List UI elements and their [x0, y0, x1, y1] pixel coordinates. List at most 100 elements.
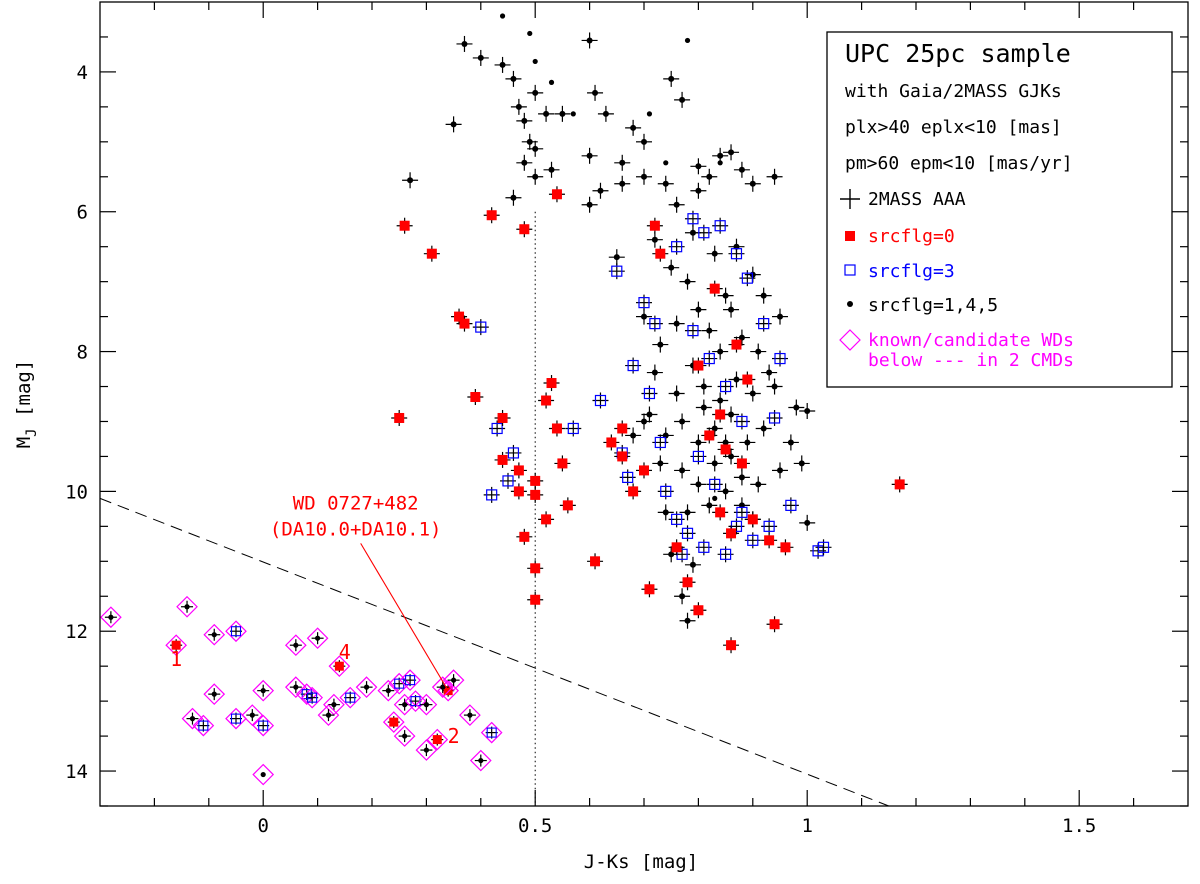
data-point	[306, 627, 329, 650]
data-point	[679, 574, 696, 591]
data-point	[717, 546, 734, 563]
data-point	[603, 434, 620, 451]
data-point	[679, 525, 696, 542]
data-point	[679, 273, 696, 290]
series-2mass-aaa	[402, 32, 816, 629]
data-point	[652, 434, 669, 451]
data-point	[472, 49, 489, 66]
data-point	[690, 301, 707, 318]
data-point	[723, 525, 740, 542]
data-point	[592, 392, 609, 409]
legend-marker-dot	[847, 301, 853, 307]
x-tick-label: 0.5	[518, 815, 552, 837]
legend-marker-cross	[840, 189, 860, 209]
data-point	[695, 378, 712, 395]
data-point	[619, 469, 636, 486]
data-point	[761, 532, 778, 549]
data-point	[355, 676, 378, 698]
y-tick-label: 6	[77, 202, 88, 224]
data-point	[772, 350, 788, 367]
data-point	[684, 322, 701, 339]
data-point	[393, 725, 416, 747]
data-point	[690, 357, 707, 374]
data-point	[480, 721, 503, 744]
data-point	[733, 469, 750, 486]
data-point	[766, 168, 783, 185]
data-point	[728, 371, 745, 388]
data-point	[459, 704, 481, 726]
data-point	[663, 160, 669, 166]
data-point	[608, 249, 625, 266]
series-srcflg-0	[391, 186, 908, 654]
data-point	[636, 308, 652, 325]
data-point	[712, 504, 729, 521]
data-point	[684, 224, 701, 241]
data-point	[554, 455, 571, 472]
data-point	[494, 409, 511, 426]
legend-subtitle: pm>60 epm<10 [mas/yr]	[845, 153, 1073, 174]
data-point	[614, 420, 631, 437]
data-point	[625, 119, 642, 136]
data-point	[717, 287, 734, 304]
data-point	[766, 378, 783, 395]
data-point	[565, 420, 582, 437]
data-point	[252, 714, 275, 737]
data-point	[587, 553, 604, 570]
data-point	[203, 683, 226, 705]
data-point	[684, 37, 691, 44]
data-point	[750, 476, 767, 493]
annotation-label: 4	[339, 640, 351, 664]
data-point	[423, 245, 440, 262]
y-tick-label: 10	[65, 481, 88, 503]
legend-title: UPC 25pc sample	[845, 39, 1071, 68]
annotation-label: (DA10.0+DA10.1)	[270, 518, 442, 540]
data-point	[690, 602, 707, 619]
data-point	[587, 84, 604, 101]
data-point	[510, 98, 527, 115]
data-point	[717, 441, 734, 458]
data-point	[782, 497, 799, 514]
data-point	[467, 389, 484, 406]
y-tick-label: 12	[65, 621, 88, 643]
data-point	[625, 357, 642, 374]
data-point	[744, 385, 761, 402]
data-point	[891, 476, 908, 493]
data-point	[777, 539, 794, 556]
data-point	[695, 539, 712, 556]
data-point	[701, 497, 718, 514]
data-point	[674, 588, 691, 605]
data-point	[739, 270, 756, 287]
data-point	[739, 434, 756, 451]
data-point	[755, 315, 772, 332]
data-point	[581, 32, 598, 49]
legend-marker-open-square	[844, 264, 856, 276]
data-point	[181, 707, 204, 730]
data-point	[636, 168, 652, 185]
data-point	[100, 606, 122, 629]
data-point	[684, 210, 701, 227]
legend-box	[826, 31, 1173, 388]
legend-marker-filled-square	[845, 231, 855, 241]
data-point	[203, 623, 226, 646]
data-point	[554, 105, 571, 122]
data-point	[415, 693, 438, 716]
data-point	[543, 161, 560, 178]
data-point	[445, 116, 462, 133]
data-point	[646, 364, 663, 381]
data-point	[543, 375, 560, 392]
x-tick-label: 1	[801, 815, 812, 837]
data-point	[494, 56, 511, 73]
legend-marker-diamond	[839, 329, 861, 351]
data-point	[614, 175, 631, 192]
data-point	[548, 79, 555, 85]
data-point	[192, 714, 215, 737]
data-point	[472, 319, 489, 336]
data-point	[636, 133, 652, 150]
data-point	[701, 427, 718, 444]
data-point	[723, 301, 740, 318]
data-point	[782, 434, 799, 451]
data-point	[625, 427, 642, 444]
data-point	[391, 409, 408, 426]
data-point	[548, 420, 565, 437]
